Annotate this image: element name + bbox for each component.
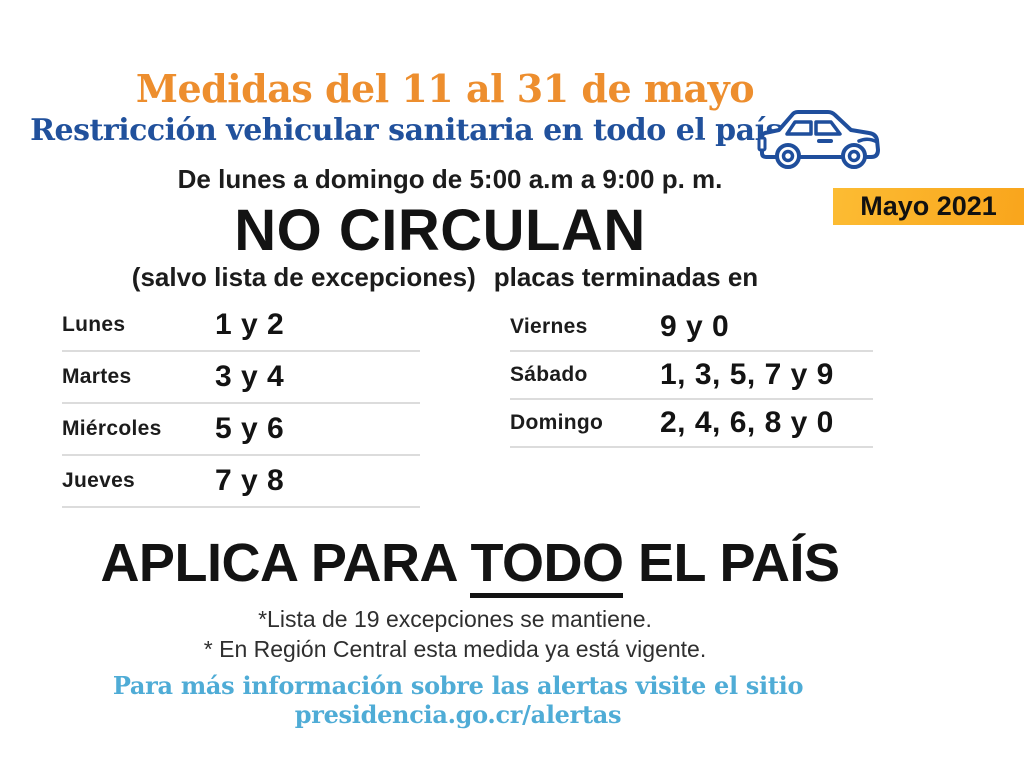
page-subtitle: Restricción vehicular sanitaria en todo … (30, 113, 782, 148)
table-row: Martes 3 y 4 (62, 352, 420, 404)
schedule-table-weekend: Viernes 9 y 0 Sábado 1, 3, 5, 7 y 9 Domi… (510, 304, 873, 448)
schedule-hours-line: De lunes a domingo de 5:00 a.m a 9:00 p.… (177, 164, 723, 194)
applies-prefix: APLICA PARA (100, 533, 456, 593)
more-info-line: Para más información sobre las alertas v… (112, 671, 804, 729)
plates-value: 7 y 8 (215, 464, 285, 497)
schedule-table-weekdays: Lunes 1 y 2 Martes 3 y 4 Miércoles 5 y 6… (62, 300, 420, 508)
region-central-footnote: * En Región Central esta medida ya está … (203, 636, 707, 662)
restriction-subnotes: (salvo lista de excepciones) placas term… (0, 262, 890, 293)
day-label: Domingo (510, 411, 604, 434)
day-label: Miércoles (62, 417, 162, 440)
table-row: Miércoles 5 y 6 (62, 404, 420, 456)
plates-value: 1 y 2 (215, 308, 285, 341)
day-label: Martes (62, 365, 132, 388)
applies-underlined-word: TODO (470, 533, 624, 599)
table-row: Jueves 7 y 8 (62, 456, 420, 508)
table-row: Viernes 9 y 0 (510, 304, 873, 352)
plates-value: 3 y 4 (215, 360, 285, 393)
applies-heading: APLICA PARA TODO EL PAÍS (0, 532, 940, 599)
plates-value: 2, 4, 6, 8 y 0 (660, 406, 834, 439)
day-label: Viernes (510, 315, 588, 338)
plates-value: 1, 3, 5, 7 y 9 (660, 358, 834, 391)
car-icon (757, 110, 880, 169)
table-row: Lunes 1 y 2 (62, 300, 420, 352)
day-label: Lunes (62, 313, 126, 336)
exception-note: (salvo lista de excepciones) (131, 262, 476, 292)
plates-value: 5 y 6 (215, 412, 285, 445)
table-row: Domingo 2, 4, 6, 8 y 0 (510, 400, 873, 448)
no-circulan-heading: NO CIRCULAN (234, 198, 646, 263)
table-row: Sábado 1, 3, 5, 7 y 9 (510, 352, 873, 400)
day-label: Jueves (62, 469, 136, 492)
plates-value: 9 y 0 (660, 310, 730, 343)
page-title: Medidas del 11 al 31 de mayo (135, 66, 755, 111)
plates-note: placas terminadas en (493, 262, 759, 292)
applies-suffix: EL PAÍS (637, 533, 840, 593)
day-label: Sábado (510, 363, 588, 386)
exceptions-footnote: *Lista de 19 excepciones se mantiene. (258, 606, 652, 632)
month-badge: Mayo 2021 (833, 188, 1024, 225)
